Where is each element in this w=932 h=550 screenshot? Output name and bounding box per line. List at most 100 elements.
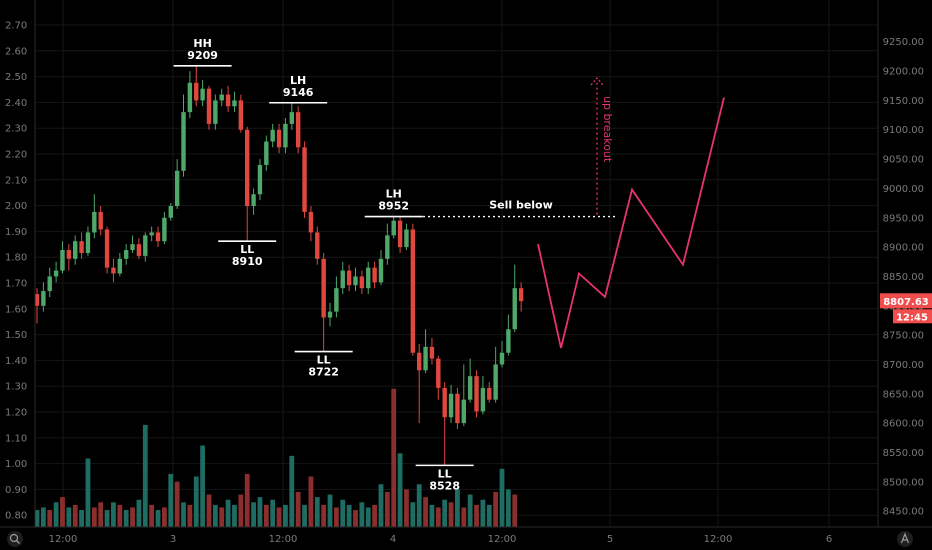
swing-value-label: 9146: [283, 86, 314, 99]
volume-bar: [219, 507, 225, 527]
volume-bar: [66, 507, 72, 527]
volume-bar: [333, 507, 339, 527]
time-axis[interactable]: 12:00 3 12:00 4 12:00 5 12:00 6: [0, 526, 932, 545]
volume-bar: [60, 497, 65, 527]
volume-bar: [257, 497, 263, 527]
zoom-icon[interactable]: [7, 531, 23, 547]
candle-body: [499, 352, 505, 365]
candle-body: [174, 170, 180, 207]
right-tick-label: 8700.00: [883, 360, 924, 371]
volume-bar: [130, 507, 135, 527]
breakout-label: up breakout: [601, 96, 614, 163]
volume-bar: [404, 489, 409, 527]
left-tick-label: 2.50: [5, 72, 27, 83]
volume-bar: [410, 502, 416, 527]
candle-body: [321, 258, 326, 318]
zoom-icon-lens: [9, 533, 19, 543]
candle-body: [47, 276, 52, 292]
candle-body: [455, 393, 460, 424]
volume-bar: [359, 502, 365, 527]
volume-bar: [353, 510, 358, 527]
sell-below-label: Sell below: [489, 199, 553, 212]
volume-bar: [79, 510, 84, 527]
volume-bar: [346, 504, 352, 527]
candle-body: [111, 267, 116, 274]
volume-bar: [174, 481, 180, 527]
right-axis[interactable]: 9250.00 9200.00 9150.00 9100.00 9050.00 9000.…: [877, 0, 932, 527]
left-tick-label: 1.20: [5, 408, 27, 419]
volume-bar: [435, 507, 441, 527]
right-tick-label: 8950.00: [883, 213, 924, 224]
volume-bar: [391, 388, 397, 527]
volume-bar: [168, 473, 174, 527]
left-axis: 2.70 2.60 2.50 2.40 2.30 2.20 2.10 2.00 1.90 1.80…: [5, 0, 36, 527]
volume-bar: [486, 504, 492, 527]
candle-body: [283, 123, 288, 148]
right-tick-label: 8850.00: [883, 272, 924, 283]
candle-body: [289, 112, 294, 124]
volume-bar: [455, 489, 460, 527]
volume-bar: [493, 491, 499, 527]
candle-body: [506, 329, 511, 353]
volume-bar: [53, 502, 59, 527]
candle-body: [397, 220, 403, 248]
candle-body: [257, 164, 263, 195]
projection-path: [537, 97, 725, 349]
candle-body: [251, 194, 256, 207]
auto-scale-bg: [897, 531, 913, 547]
candle-body: [73, 241, 78, 259]
volume-bar: [340, 499, 346, 527]
candle-body: [385, 235, 390, 259]
volume-bar: [321, 504, 327, 527]
breakout-arrow-head: [590, 77, 604, 86]
candle-body: [130, 244, 135, 251]
candle-body: [245, 129, 250, 207]
candle-body: [359, 276, 365, 289]
candle-body: [518, 288, 524, 302]
volume-bar: [314, 497, 320, 527]
candle-body: [225, 94, 231, 107]
left-tick-label: 2.20: [5, 150, 27, 161]
candle-body: [206, 88, 212, 124]
left-tick-label: 1.70: [5, 279, 27, 290]
volume-bar: [212, 504, 218, 527]
candle-body: [366, 267, 371, 289]
candle-body: [442, 387, 447, 418]
swing-value-label: 8722: [308, 366, 339, 379]
candle-body: [493, 364, 498, 400]
candle-body: [295, 112, 301, 148]
candle-body: [417, 352, 422, 371]
left-tick-label: 0.80: [5, 511, 27, 522]
volume-bar: [474, 504, 479, 527]
volume-bar: [308, 476, 314, 527]
swing-value-label: 8952: [378, 200, 409, 213]
left-tick-label: 2.10: [5, 175, 27, 186]
candle-body: [423, 346, 428, 371]
volume-bar: [384, 491, 390, 527]
volume-bar: [149, 504, 155, 527]
candle-body: [346, 270, 352, 286]
right-tick-label: 8550.00: [883, 448, 924, 459]
candle-body: [340, 270, 345, 289]
candle-body: [410, 229, 416, 353]
candle-body: [41, 291, 46, 306]
left-tick-label: 1.50: [5, 330, 27, 341]
candle-body: [219, 94, 224, 101]
candle-body: [162, 217, 167, 242]
candle-body: [53, 270, 59, 277]
swing-value-label: 9209: [187, 49, 218, 62]
volume-bar: [142, 424, 148, 527]
grid-lines: [35, 0, 878, 527]
volume-bar: [270, 499, 276, 527]
volume-bar: [238, 494, 244, 527]
left-tick-label: 1.30: [5, 382, 27, 393]
projection-line: [537, 97, 725, 349]
candle-body: [200, 88, 205, 101]
volume-bar: [283, 504, 288, 527]
candle-body: [302, 147, 307, 212]
volume-bar: [251, 502, 256, 527]
auto-scale-button[interactable]: [897, 531, 913, 547]
candle-body: [60, 250, 65, 271]
